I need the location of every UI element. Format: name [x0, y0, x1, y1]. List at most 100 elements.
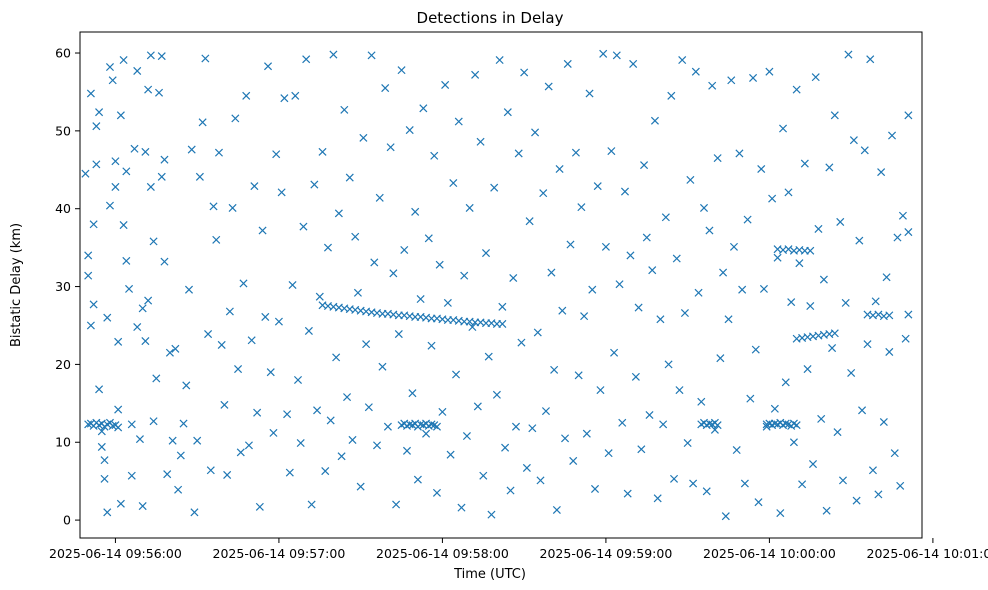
detection-point	[212, 235, 221, 244]
detection-point	[798, 480, 807, 489]
detection-point	[187, 145, 196, 154]
detection-point	[353, 288, 362, 297]
detection-point	[645, 410, 654, 420]
detection-point	[501, 443, 510, 452]
detection-point	[435, 260, 444, 269]
detection-point	[468, 323, 477, 332]
detection-point	[503, 108, 512, 117]
detection-point	[370, 258, 379, 267]
detection-point	[201, 54, 210, 63]
detection-point	[732, 446, 741, 455]
detection-point	[694, 288, 703, 297]
detection-point	[378, 362, 387, 371]
detection-point	[141, 147, 150, 156]
detection-point	[255, 502, 264, 511]
detection-point	[615, 280, 624, 289]
detection-point	[550, 365, 559, 374]
detection-point	[498, 319, 507, 328]
x-axis: 2025-06-14 09:56:00 2025-06-14 09:57:00 20…	[49, 538, 988, 561]
x-tick-label: 2025-06-14 09:59:00	[540, 546, 673, 561]
detection-point	[119, 56, 128, 65]
detection-point	[607, 147, 616, 156]
detection-point	[708, 81, 717, 90]
detection-point	[86, 321, 95, 330]
detection-point	[332, 353, 341, 362]
detection-point	[599, 49, 608, 58]
detection-point	[84, 251, 93, 260]
x-tick-label: 2025-06-14 09:57:00	[213, 546, 346, 561]
detection-point	[144, 85, 153, 94]
detection-point	[495, 56, 504, 65]
detection-point	[138, 502, 147, 511]
detection-point	[171, 344, 180, 353]
detection-point	[114, 405, 123, 414]
detection-point	[822, 506, 831, 515]
detection-point	[623, 489, 632, 498]
detection-point	[743, 215, 752, 224]
detection-point	[394, 330, 403, 339]
detection-point	[138, 304, 147, 313]
detection-point	[721, 512, 730, 521]
detection-point	[269, 428, 278, 437]
detection-point	[585, 89, 594, 98]
detection-point	[446, 450, 455, 459]
detection-point	[582, 429, 591, 438]
detection-point	[225, 307, 234, 316]
detection-point	[702, 487, 711, 496]
detection-point	[116, 499, 125, 508]
detection-point	[612, 51, 621, 60]
detection-point	[841, 298, 850, 307]
detection-point	[157, 172, 166, 181]
detection-point	[348, 435, 357, 444]
detection-point	[754, 498, 763, 507]
detection-point	[596, 386, 605, 395]
detection-point	[223, 470, 232, 479]
detection-point	[525, 217, 534, 226]
detection-point	[127, 420, 136, 429]
detection-point	[114, 423, 123, 432]
detection-point	[116, 111, 125, 120]
detection-point	[114, 337, 123, 346]
x-tick-label: 2025-06-14 09:58:00	[376, 546, 509, 561]
detection-point	[667, 91, 676, 100]
detection-point	[874, 490, 883, 499]
detection-point	[626, 251, 635, 260]
detection-point	[242, 91, 251, 100]
detection-point	[601, 242, 610, 251]
detection-point	[858, 406, 867, 415]
detection-point	[133, 323, 142, 332]
detection-point	[620, 187, 630, 196]
detection-point	[904, 111, 913, 120]
x-tick-label: 2025-06-14 10:01:00	[867, 546, 988, 561]
detection-point	[509, 273, 518, 283]
detection-point	[866, 55, 875, 64]
detection-point	[193, 436, 202, 445]
detection-point	[307, 500, 316, 509]
detection-point	[670, 474, 679, 483]
detection-point	[814, 224, 823, 233]
detection-point	[247, 336, 256, 345]
detection-point	[610, 348, 619, 357]
detection-point	[642, 233, 651, 242]
detection-point	[808, 460, 818, 469]
detection-point	[244, 441, 253, 450]
detection-point	[293, 375, 303, 384]
y-tick-label: 40	[55, 201, 71, 216]
detection-point	[449, 178, 458, 188]
detection-point	[738, 285, 747, 294]
detection-point	[146, 182, 155, 191]
detection-point	[547, 268, 556, 277]
detection-point	[896, 481, 905, 490]
detection-point	[326, 416, 335, 425]
y-axis-label: Bistatic Delay (km)	[9, 223, 24, 347]
detection-point	[735, 149, 744, 158]
detection-point	[443, 298, 452, 307]
detection-point	[160, 257, 169, 266]
detection-point	[372, 441, 382, 450]
detection-point	[457, 503, 466, 512]
detection-point	[855, 236, 864, 245]
y-tick-label: 20	[55, 357, 71, 372]
detection-point	[776, 509, 785, 518]
detection-point	[566, 240, 575, 249]
detection-point	[84, 271, 93, 280]
